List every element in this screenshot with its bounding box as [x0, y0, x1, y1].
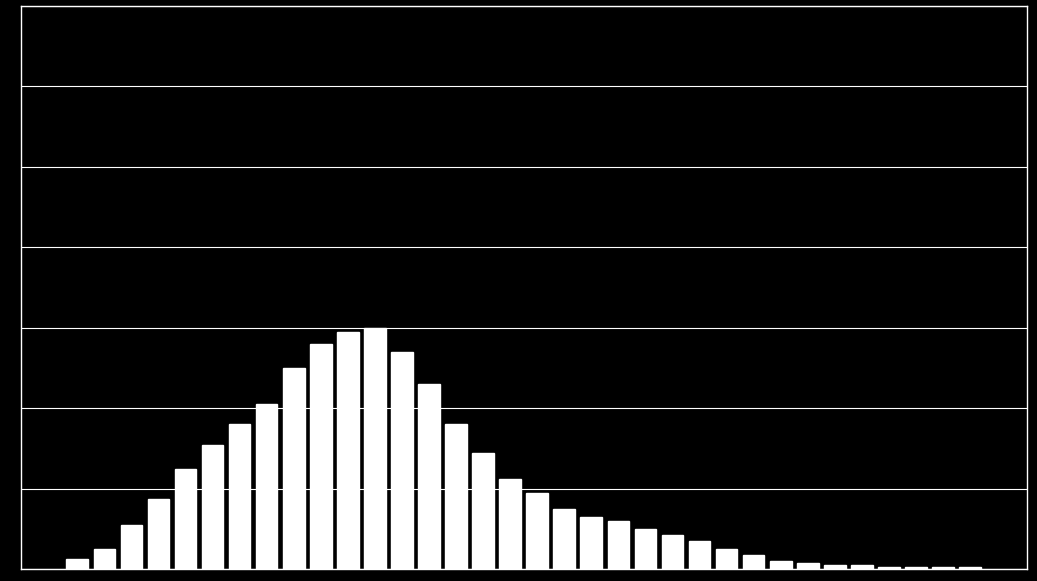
Bar [174, 469, 196, 569]
Bar [635, 529, 656, 569]
Bar [527, 493, 548, 569]
Bar [689, 541, 710, 569]
Bar [256, 404, 278, 569]
Bar [147, 499, 169, 569]
Bar [202, 444, 223, 569]
Bar [959, 568, 981, 569]
Bar [337, 332, 359, 569]
Bar [554, 509, 576, 569]
Bar [932, 568, 954, 569]
Bar [229, 425, 250, 569]
Bar [905, 568, 927, 569]
Bar [364, 328, 386, 569]
Bar [418, 384, 440, 569]
Bar [310, 344, 332, 569]
Bar [742, 555, 764, 569]
Bar [824, 565, 845, 569]
Bar [445, 425, 467, 569]
Bar [93, 549, 115, 569]
Bar [472, 453, 494, 569]
Bar [878, 568, 900, 569]
Bar [120, 525, 142, 569]
Bar [769, 561, 791, 569]
Bar [797, 564, 818, 569]
Bar [283, 368, 305, 569]
Bar [851, 565, 873, 569]
Bar [716, 549, 737, 569]
Bar [391, 352, 413, 569]
Bar [66, 560, 88, 569]
Bar [500, 479, 521, 569]
Bar [581, 517, 602, 569]
Bar [608, 521, 629, 569]
Bar [662, 535, 683, 569]
